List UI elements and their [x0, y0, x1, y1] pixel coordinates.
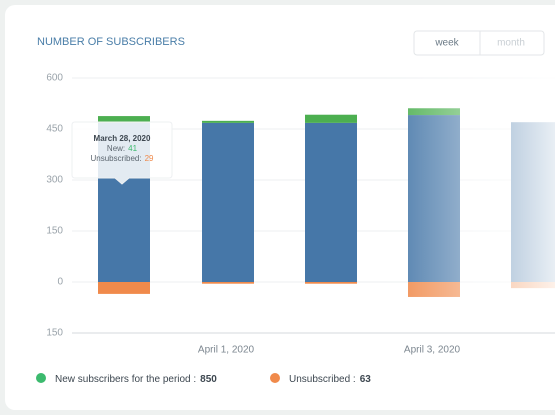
x-tick-label: April 3, 2020: [404, 345, 461, 356]
tooltip-box: [71, 121, 173, 185]
bar-segment: [98, 282, 150, 294]
tooltip-label: Unsubscribed:: [90, 154, 141, 163]
y-tick-label: 450: [46, 124, 63, 135]
legend-dot: [36, 373, 46, 383]
toggle-button[interactable]: month: [497, 38, 525, 49]
bar-segment: [98, 116, 150, 123]
y-tick-label: 150: [46, 328, 63, 339]
tooltip-title: March 28, 2020: [94, 134, 151, 143]
toggle: [413, 30, 545, 56]
bar-segment: [305, 122, 357, 282]
legend-name: New subscribers for the period :: [55, 374, 196, 385]
legend-dot: [270, 373, 280, 383]
bar-segment: [202, 282, 254, 284]
y-tick-label: 300: [46, 175, 63, 186]
fade-overlay: [380, 70, 555, 310]
legend-total: 63: [360, 374, 372, 385]
x-tick-label: April 1, 2020: [198, 345, 255, 356]
tooltip-label: New:: [107, 144, 125, 153]
bar-segment: [305, 282, 357, 284]
y-tick-label: 600: [46, 73, 63, 84]
chart-title: NUMBER OF SUBSCRIBERS: [37, 36, 185, 48]
bar-segment: [305, 114, 357, 123]
y-tick-label: 0: [57, 277, 63, 288]
tooltip-item: Unsubscribed: 29: [90, 154, 154, 163]
y-tick-label: 150: [46, 226, 63, 237]
legend-item: Unsubscribed : 63: [289, 374, 371, 385]
bar-segment: [202, 122, 254, 282]
tooltip-value: 29: [145, 154, 154, 163]
legend-item: New subscribers for the period : 850: [55, 374, 217, 385]
legend-name: Unsubscribed :: [289, 374, 356, 385]
tooltip-item: New: 41: [107, 144, 138, 153]
bar-segment: [202, 120, 254, 123]
toggle-button[interactable]: week: [434, 38, 459, 49]
legend-total: 850: [200, 374, 217, 385]
tooltip-value: 41: [128, 144, 137, 153]
